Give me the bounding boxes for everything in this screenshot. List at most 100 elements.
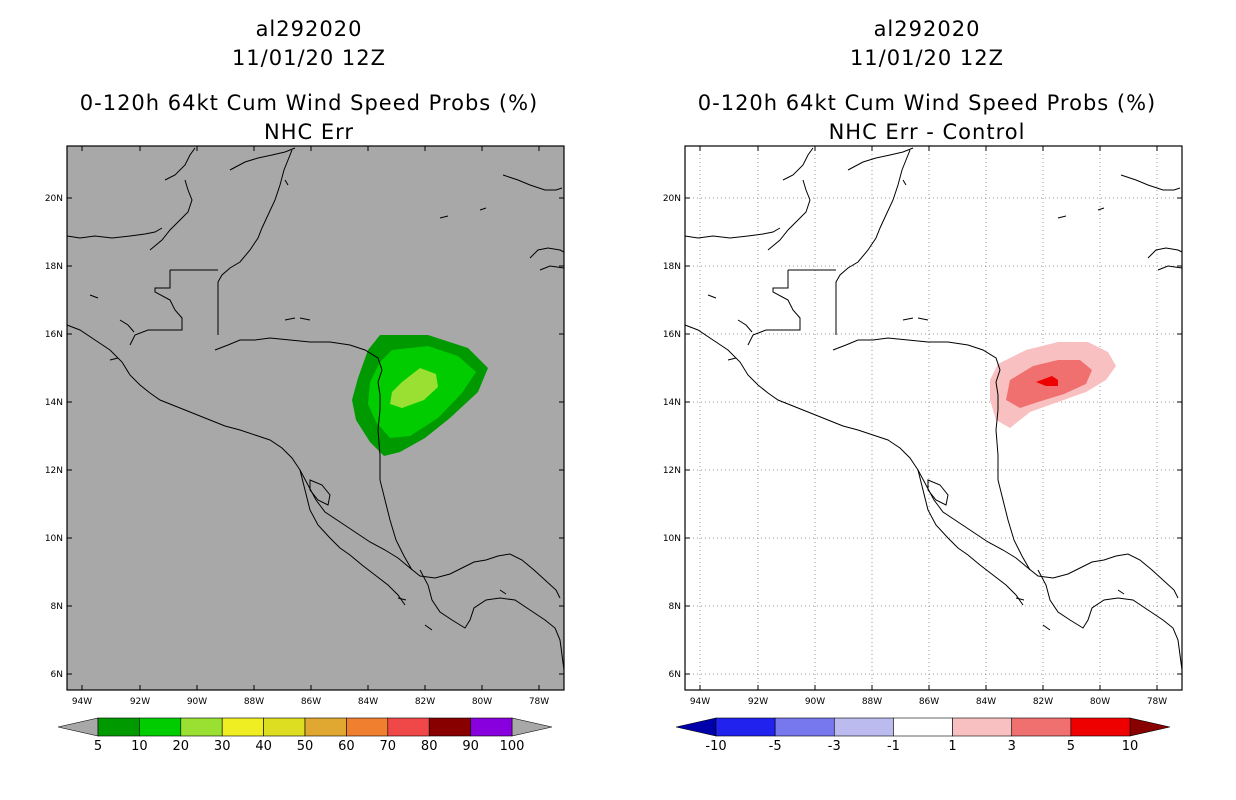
colorbar-label: -5 xyxy=(769,739,782,754)
lon-label: 90W xyxy=(805,697,825,707)
colorbar-right-arrow xyxy=(1129,717,1171,737)
lat-label: 14N xyxy=(663,398,681,408)
colorbar-label: -1 xyxy=(887,739,900,754)
colorbar-label: 40 xyxy=(255,739,272,754)
colorbar-label: 60 xyxy=(338,739,355,754)
map-background xyxy=(685,146,1182,690)
colorbar-swatch xyxy=(833,717,894,737)
storm-id-title: al292020 xyxy=(873,17,981,41)
lon-label: 82W xyxy=(415,697,435,707)
probability-colorbar: 5 10 20 30 40 50 60 70 80 90 100 xyxy=(57,717,553,754)
lat-label: 10N xyxy=(45,534,63,544)
lon-label: 82W xyxy=(1033,697,1053,707)
longitude-labels: 94W 92W 90W 88W 86W 84W 82W 80W 78W xyxy=(690,697,1167,707)
colorbar-swatch xyxy=(180,717,223,737)
right-panel: al292020 11/01/20 12Z 0-120h 64kt Cum Wi… xyxy=(618,0,1236,800)
lat-label: 6N xyxy=(51,670,63,680)
latitude-labels: 20N 18N 16N 14N 12N 10N 8N 6N xyxy=(45,194,63,680)
lon-label: 92W xyxy=(748,697,768,707)
colorbar-swatch xyxy=(346,717,389,737)
difference-contours xyxy=(990,342,1116,428)
difference-map: 20N 18N 16N 14N 12N 10N 8N 6N 94W 92W 90W 88W 86W 84… xyxy=(663,145,1183,754)
lon-label: 80W xyxy=(472,697,492,707)
left-panel: al292020 11/01/20 12Z 0-120h 64kt Cum Wi… xyxy=(45,17,565,754)
lon-label: 88W xyxy=(244,697,264,707)
colorbar-right-arrow xyxy=(511,717,553,737)
colorbar-label: 100 xyxy=(500,739,525,754)
product-title: 0-120h 64kt Cum Wind Speed Probs (%) xyxy=(79,91,539,115)
colorbar-swatch xyxy=(952,717,1013,737)
lon-label: 78W xyxy=(1147,697,1167,707)
colorbar-label: 50 xyxy=(297,739,314,754)
contour-5pct xyxy=(1036,376,1058,386)
contour-20pct xyxy=(390,368,438,408)
colorbar-label: 1 xyxy=(948,739,956,754)
lon-label: 92W xyxy=(130,697,150,707)
colorbar-left-arrow xyxy=(57,717,99,737)
lat-label: 10N xyxy=(663,534,681,544)
difference-colorbar: -10 -5 -3 -1 1 3 5 10 xyxy=(675,717,1171,754)
latitude-labels: 20N 18N 16N 14N 12N 10N 8N 6N xyxy=(663,194,681,680)
experiment-title: NHC Err xyxy=(263,120,354,144)
colorbar-swatch xyxy=(1070,717,1131,737)
lat-label: 18N xyxy=(45,262,63,272)
colorbar-label: 20 xyxy=(173,739,190,754)
colorbar-left-arrow xyxy=(675,717,717,737)
coastlines xyxy=(66,147,565,671)
lon-label: 78W xyxy=(529,697,549,707)
colorbar-label: 5 xyxy=(1067,739,1075,754)
dotted-gridlines xyxy=(685,146,1182,690)
probability-contours xyxy=(352,335,488,456)
colorbar-label: 5 xyxy=(94,739,102,754)
lon-label: 86W xyxy=(301,697,321,707)
lat-label: 16N xyxy=(45,330,63,340)
lon-label: 84W xyxy=(976,697,996,707)
experiment-title: NHC Err - Control xyxy=(828,120,1026,144)
lat-label: 12N xyxy=(663,466,681,476)
map-frame xyxy=(66,145,565,691)
colorbar-label: 30 xyxy=(214,739,231,754)
lon-label: 80W xyxy=(1090,697,1110,707)
colorbar-swatch xyxy=(304,717,347,737)
colorbar-label: 3 xyxy=(1008,739,1016,754)
lat-label: 20N xyxy=(45,194,63,204)
product-title: 0-120h 64kt Cum Wind Speed Probs (%) xyxy=(697,91,1157,115)
longitude-labels: 94W 92W 90W 88W 86W 84W 82W 80W 78W xyxy=(72,697,549,707)
lon-label: 84W xyxy=(358,697,378,707)
lon-label: 94W xyxy=(690,697,710,707)
colorbar-label: 80 xyxy=(421,739,438,754)
lat-label: 12N xyxy=(45,466,63,476)
colorbar-label: -10 xyxy=(705,739,726,754)
storm-id-title: al292020 xyxy=(255,17,363,41)
colorbar-swatch xyxy=(774,717,835,737)
coastlines xyxy=(684,147,1183,671)
colorbar-swatch xyxy=(387,717,430,737)
lon-label: 90W xyxy=(187,697,207,707)
colorbar-label: 70 xyxy=(380,739,397,754)
colorbar-swatch xyxy=(428,717,471,737)
lat-label: 14N xyxy=(45,398,63,408)
probability-map: 20N 18N 16N 14N 12N 10N 8N 6N 94W 92W 90W 88W 86W 84… xyxy=(45,145,565,754)
lat-label: 6N xyxy=(669,670,681,680)
date-title: 11/01/20 12Z xyxy=(849,46,1005,70)
colorbar-swatch xyxy=(263,717,306,737)
colorbar-swatch xyxy=(715,717,776,737)
date-title: 11/01/20 12Z xyxy=(231,46,387,70)
colorbar-swatch xyxy=(470,717,513,737)
map-frame xyxy=(684,145,1183,691)
lon-label: 86W xyxy=(919,697,939,707)
colorbar-label: 10 xyxy=(131,739,148,754)
colorbar-swatch xyxy=(97,717,140,737)
lon-label: 88W xyxy=(862,697,882,707)
map-background xyxy=(67,146,564,690)
lon-label: 94W xyxy=(72,697,92,707)
colorbar-swatch xyxy=(139,717,182,737)
colorbar-label: 90 xyxy=(462,739,479,754)
colorbar-swatch xyxy=(893,717,953,737)
lat-label: 18N xyxy=(663,262,681,272)
lat-label: 20N xyxy=(663,194,681,204)
colorbar-swatch xyxy=(221,717,264,737)
colorbar-label: -3 xyxy=(828,739,841,754)
colorbar-label: 10 xyxy=(1122,739,1139,754)
lat-label: 8N xyxy=(669,602,681,612)
